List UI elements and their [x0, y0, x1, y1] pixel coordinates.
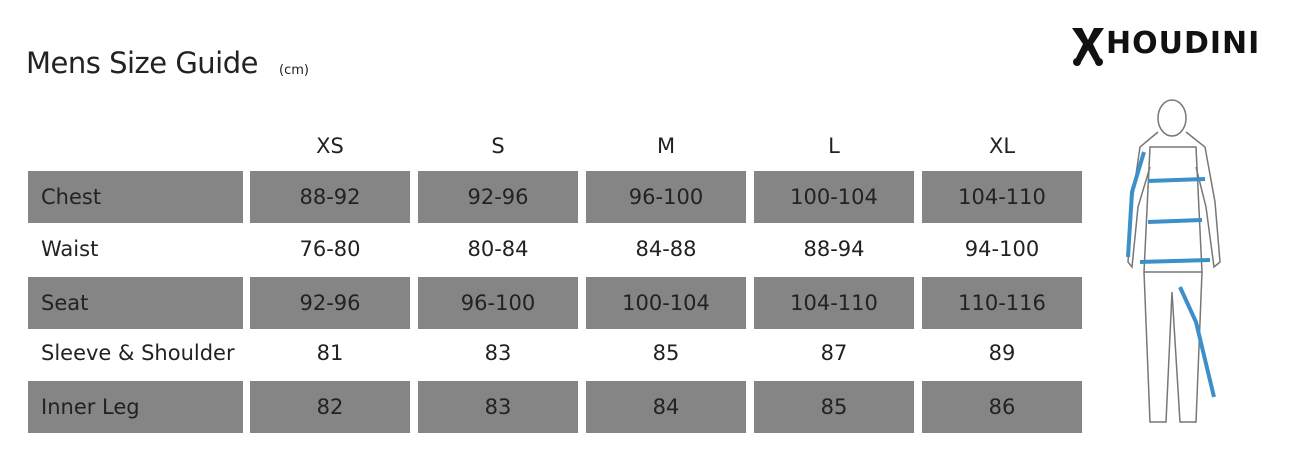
cell-value: 84	[586, 381, 746, 433]
row-label: Sleeve & Shoulder	[41, 341, 235, 365]
cell-value: 96-100	[418, 277, 578, 329]
cell-value: 88-94	[803, 237, 865, 261]
cell-value: 80-84	[467, 237, 529, 261]
cell-value: 83	[484, 341, 512, 365]
brand: HOUDINI	[1106, 26, 1261, 61]
cell-value: 76-80	[299, 237, 361, 261]
cell-value: 83	[418, 381, 578, 433]
cell-value: 88-92	[250, 171, 410, 223]
cell-value: 81	[316, 341, 344, 365]
cell-value: 92-96	[250, 277, 410, 329]
logo-mark	[1072, 28, 1104, 66]
unit: (cm)	[279, 63, 309, 78]
row-label: Chest	[28, 171, 243, 223]
cell-value: 85	[754, 381, 914, 433]
cell-value: 100-104	[754, 171, 914, 223]
column-header: XL	[988, 134, 1016, 158]
cell-value: 86	[922, 381, 1082, 433]
cell-value: 87	[820, 341, 848, 365]
cell-value: 94-100	[964, 237, 1040, 261]
row-label: Seat	[28, 277, 243, 329]
cell-value: 104-110	[754, 277, 914, 329]
cell-value: 84-88	[635, 237, 697, 261]
cell-value: 100-104	[586, 277, 746, 329]
column-header: XS	[316, 134, 344, 158]
column-header: L	[828, 134, 840, 158]
cell-value: 92-96	[418, 171, 578, 223]
column-header: S	[491, 134, 505, 158]
title: Mens Size Guide	[26, 46, 258, 80]
cell-value: 82	[250, 381, 410, 433]
cell-value: 85	[652, 341, 680, 365]
cell-value: 104-110	[922, 171, 1082, 223]
cell-value: 110-116	[922, 277, 1082, 329]
cell-value: 96-100	[586, 171, 746, 223]
cell-value: 89	[988, 341, 1016, 365]
column-header: M	[656, 134, 676, 158]
row-label: Waist	[41, 237, 99, 261]
row-label: Inner Leg	[28, 381, 243, 433]
figure	[1126, 99, 1221, 423]
